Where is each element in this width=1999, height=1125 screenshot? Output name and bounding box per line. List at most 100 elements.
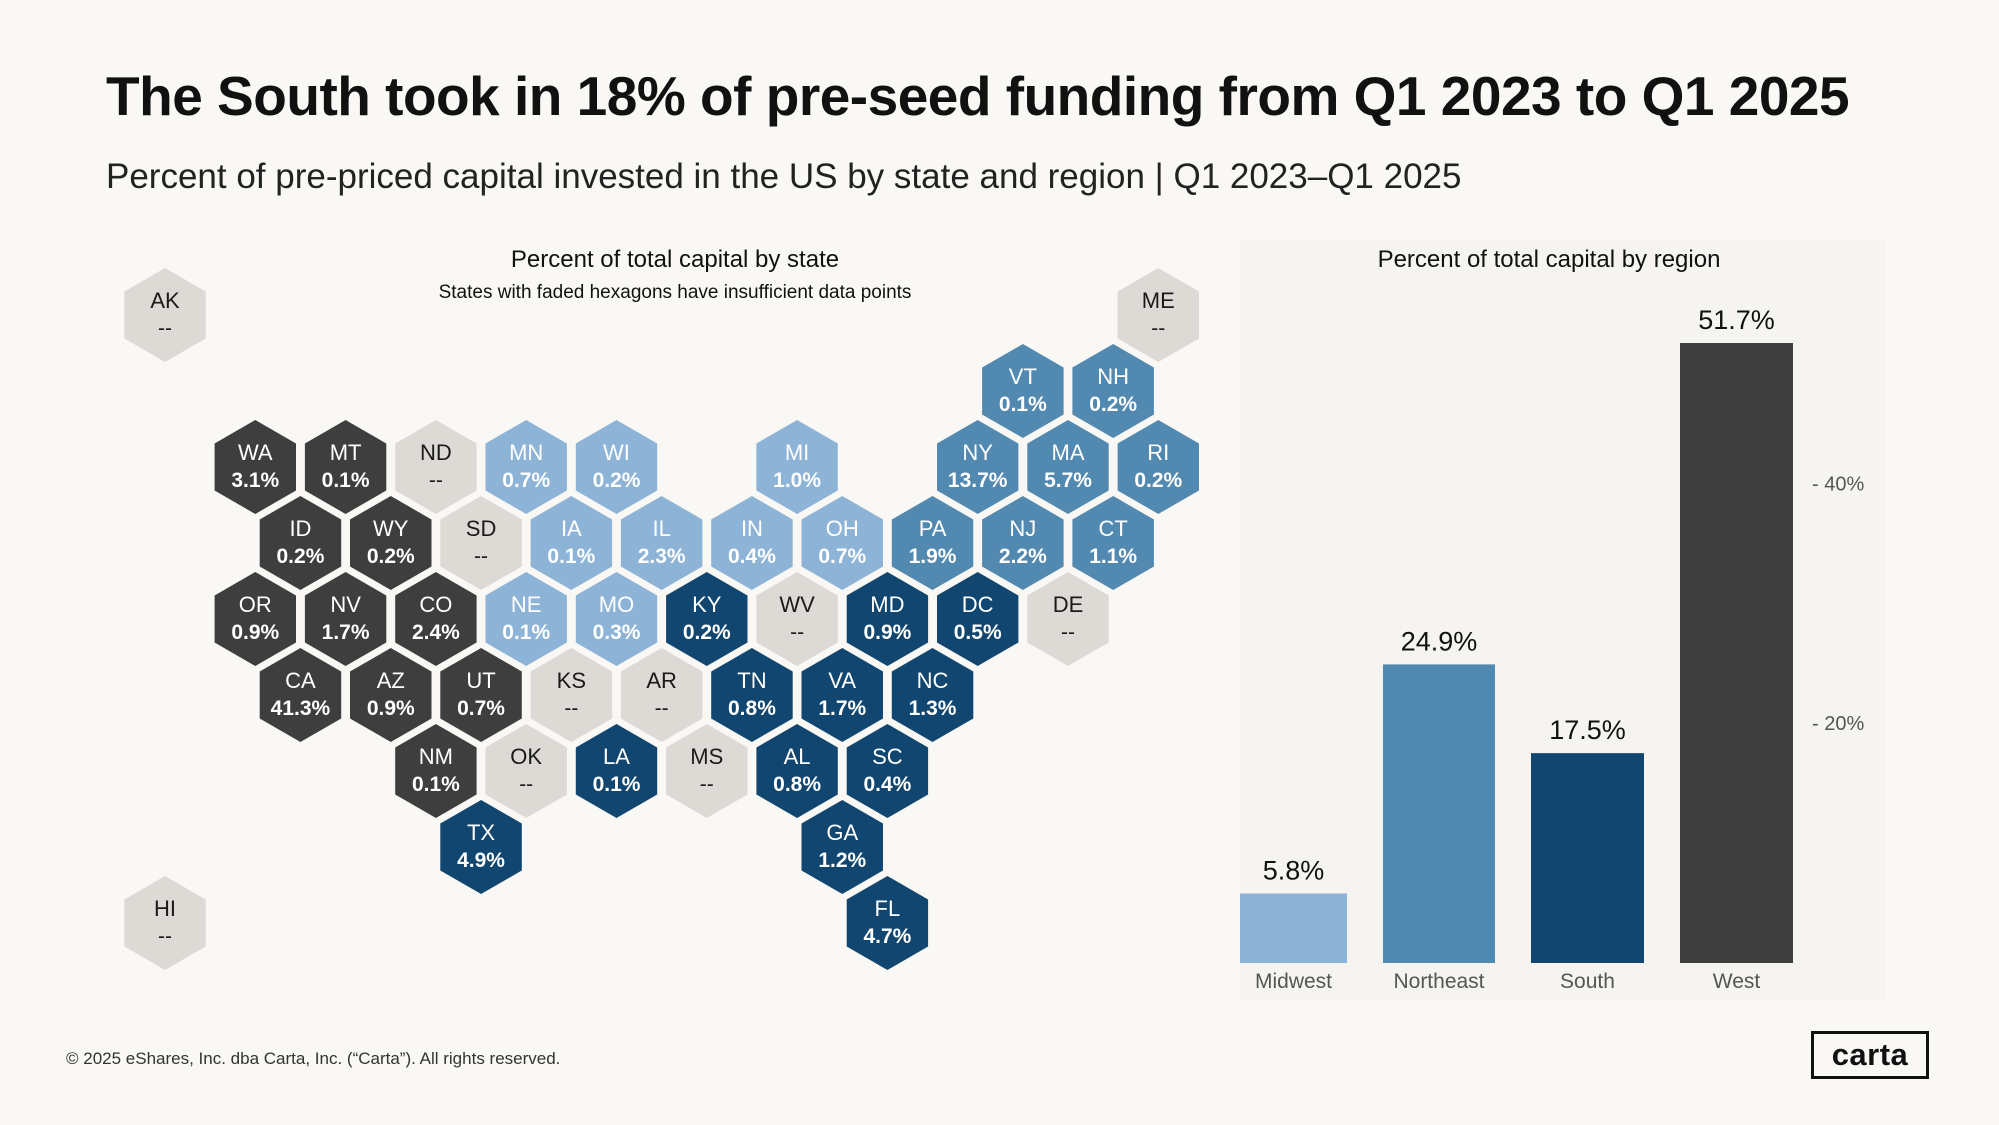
state-hex-ga: GA 1.2% [801, 800, 883, 894]
state-hex-wi: WI 0.2% [575, 420, 658, 514]
state-abbr: MO [599, 592, 634, 617]
y-tick-label: - 40% [1812, 473, 1864, 495]
state-hex-sd: SD -- [440, 496, 522, 590]
bar-category-label: Midwest [1255, 970, 1332, 993]
state-abbr: AL [784, 744, 811, 769]
state-hex-az: AZ 0.9% [350, 648, 432, 742]
state-abbr: VA [828, 668, 856, 693]
state-abbr: HI [154, 896, 176, 921]
state-hex-pa: PA 1.9% [891, 496, 974, 590]
state-hex-nv: NV 1.7% [304, 572, 387, 666]
state-abbr: MI [785, 440, 809, 465]
state-abbr: MN [509, 440, 543, 465]
state-value: 4.7% [863, 925, 911, 948]
state-abbr: DE [1053, 592, 1084, 617]
bar-value-label: 17.5% [1549, 715, 1626, 745]
state-abbr: GA [826, 820, 858, 845]
bar-northeast [1383, 664, 1495, 963]
state-hex-tn: TN 0.8% [711, 648, 793, 742]
state-hex-vt: VT 0.1% [982, 344, 1064, 438]
state-value: 0.1% [322, 469, 370, 492]
state-value: 2.2% [999, 545, 1047, 568]
state-value: 2.4% [412, 621, 460, 644]
y-tick-label: - 20% [1812, 713, 1864, 735]
state-value: -- [158, 317, 172, 340]
state-hex-mt: MT 0.1% [304, 420, 387, 514]
state-hex-ca: CA 41.3% [259, 648, 342, 742]
state-hex-me: ME -- [1117, 268, 1199, 362]
state-abbr: LA [603, 744, 630, 769]
state-hex-va: VA 1.7% [801, 648, 883, 742]
state-abbr: ID [289, 516, 311, 541]
state-value: 0.1% [999, 393, 1047, 416]
state-value: 3.1% [231, 469, 279, 492]
state-hex-mo: MO 0.3% [575, 572, 658, 666]
state-value: 0.8% [773, 773, 821, 796]
state-abbr: OR [239, 592, 272, 617]
state-abbr: MS [690, 744, 723, 769]
state-abbr: OH [826, 516, 859, 541]
state-value: -- [790, 621, 804, 644]
state-value: 0.1% [547, 545, 595, 568]
state-hex-ak: AK -- [124, 268, 206, 362]
state-value: -- [429, 469, 443, 492]
state-abbr: IN [741, 516, 763, 541]
state-value: -- [655, 697, 669, 720]
state-value: 1.1% [1089, 545, 1137, 568]
state-value: 0.2% [1089, 393, 1137, 416]
state-abbr: ME [1142, 288, 1175, 313]
state-abbr: ND [420, 440, 452, 465]
state-abbr: CO [419, 592, 452, 617]
state-value: 0.4% [863, 773, 911, 796]
state-hex-ks: KS -- [530, 648, 613, 742]
state-hex-ny: NY 13.7% [937, 420, 1019, 514]
state-value: 0.2% [593, 469, 641, 492]
state-hex-fl: FL 4.7% [846, 876, 929, 970]
state-hex-in: IN 0.4% [711, 496, 793, 590]
state-hex-tx: TX 4.9% [440, 800, 522, 894]
state-hex-wy: WY 0.2% [350, 496, 432, 590]
state-hex-ri: RI 0.2% [1117, 420, 1199, 514]
state-abbr: FL [875, 896, 901, 921]
state-value: 2.3% [638, 545, 686, 568]
state-abbr: NM [419, 744, 453, 769]
state-value: 0.2% [683, 621, 731, 644]
bar-value-label: 5.8% [1263, 855, 1325, 885]
state-value: 1.9% [909, 545, 957, 568]
state-value: -- [700, 773, 714, 796]
state-abbr: OK [510, 744, 542, 769]
bar-category-label: Northeast [1393, 970, 1484, 993]
state-abbr: WY [373, 516, 409, 541]
state-abbr: CA [285, 668, 316, 693]
bar-value-label: 24.9% [1401, 626, 1478, 656]
state-value: 4.9% [457, 849, 505, 872]
state-abbr: CT [1098, 516, 1127, 541]
state-abbr: PA [919, 516, 947, 541]
state-hex-ky: KY 0.2% [666, 572, 748, 666]
state-abbr: WV [779, 592, 815, 617]
state-hex-ms: MS -- [666, 724, 748, 818]
state-hex-mn: MN 0.7% [485, 420, 567, 514]
state-value: 1.3% [909, 697, 957, 720]
state-abbr: WI [603, 440, 630, 465]
state-value: -- [158, 925, 172, 948]
state-abbr: IL [652, 516, 670, 541]
state-value: -- [519, 773, 533, 796]
state-hex-wa: WA 3.1% [214, 420, 296, 514]
state-value: 0.8% [728, 697, 776, 720]
page-title: The South took in 18% of pre-seed fundin… [106, 65, 1850, 127]
state-abbr: NJ [1009, 516, 1036, 541]
state-hex-sc: SC 0.4% [846, 724, 929, 818]
state-hex-md: MD 0.9% [846, 572, 929, 666]
state-hex-co: CO 2.4% [395, 572, 477, 666]
bar-south [1531, 753, 1644, 963]
state-abbr: UT [466, 668, 495, 693]
state-abbr: DC [962, 592, 994, 617]
state-hex-ut: UT 0.7% [440, 648, 522, 742]
state-value: 13.7% [948, 469, 1008, 492]
state-value: -- [564, 697, 578, 720]
state-value: 41.3% [271, 697, 331, 720]
page-subtitle: Percent of pre-priced capital invested i… [106, 157, 1462, 196]
state-abbr: SD [466, 516, 497, 541]
